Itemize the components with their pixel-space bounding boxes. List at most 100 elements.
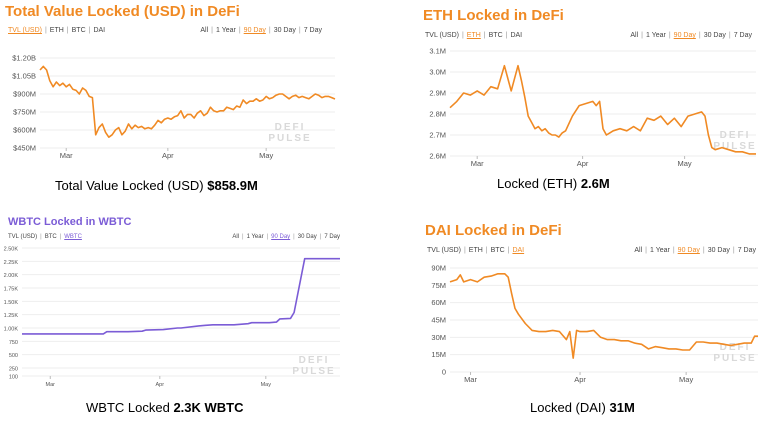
tab-separator: | — [463, 247, 466, 254]
caption: Locked (ETH) 2.6M — [497, 176, 610, 191]
tab-separator: | — [211, 27, 213, 34]
tab-90-day[interactable]: 90 Day — [673, 32, 696, 39]
tab-dai[interactable]: DAI — [512, 247, 525, 254]
tab-dai[interactable]: DAI — [510, 32, 523, 39]
tab-tvl-usd[interactable]: TVL (USD) — [427, 247, 461, 254]
watermark-text: PULSE — [713, 141, 756, 152]
tabs-range: All | 1 Year | 90 Day | 30 Day | 7 Day — [580, 247, 756, 254]
caption-label: Total Value Locked (USD) — [55, 178, 204, 193]
tab-wbtc[interactable]: WBTC — [64, 234, 82, 240]
x-tick-label: Apr — [162, 151, 174, 160]
caption: WBTC Locked 2.3K WBTC — [86, 400, 244, 415]
chart-title: ETH Locked in DeFi — [423, 7, 564, 24]
tab-separator: | — [728, 32, 731, 39]
y-tick-label: 2.7M — [429, 131, 446, 140]
tab-30-day[interactable]: 30 Day — [703, 32, 726, 39]
tab-90-day[interactable]: 90 Day — [677, 247, 700, 254]
tab-separator: | — [485, 247, 488, 254]
tab-separator: | — [483, 32, 486, 39]
y-tick-label: 250 — [9, 367, 18, 373]
tab-separator: | — [238, 27, 241, 34]
chart-2: 100 250 500 750 1.00K 1.25K 1.50K 1.75K 2.00K 2.2… — [4, 247, 340, 388]
tab-separator: | — [698, 32, 701, 39]
tab-7-day[interactable]: 7 Day — [737, 247, 756, 254]
tab-separator: | — [672, 247, 675, 254]
y-tick-label: 1.00K — [4, 327, 19, 333]
tab-all[interactable]: All — [630, 32, 639, 39]
tab-eth[interactable]: ETH — [468, 247, 483, 254]
caption-label: Locked (ETH) — [497, 176, 578, 191]
tab-all[interactable]: All — [634, 247, 643, 254]
tab-btc[interactable]: BTC — [71, 27, 86, 34]
caption-label: WBTC Locked — [86, 400, 170, 415]
tab-all[interactable]: All — [200, 27, 209, 34]
y-tick-label: 100 — [9, 375, 18, 381]
y-tick-label: 0 — [442, 368, 446, 377]
y-tick-label: 750 — [9, 340, 18, 346]
tab-tvl-usd[interactable]: TVL (USD) — [425, 32, 459, 39]
tab-separator: | — [645, 247, 647, 254]
x-tick-label: Apr — [156, 382, 165, 388]
tab-30-day[interactable]: 30 Day — [273, 27, 296, 34]
tab-btc[interactable]: BTC — [490, 247, 505, 254]
y-tick-label: 3.0M — [429, 68, 446, 77]
tabs-left: TVL (USD) | ETH | BTC | DAI — [8, 27, 105, 34]
tab-30-day[interactable]: 30 Day — [297, 234, 317, 240]
tabs-left: TVL (USD) | ETH | BTC | DAI — [425, 32, 522, 39]
y-tick-label: $1.05B — [12, 72, 36, 81]
tab-separator: | — [88, 27, 91, 34]
tab-30-day[interactable]: 30 Day — [707, 247, 730, 254]
y-tick-label: 2.6M — [429, 152, 446, 161]
tab-separator: | — [668, 32, 671, 39]
y-tick-label: 2.9M — [429, 89, 446, 98]
x-tick-label: Apr — [577, 159, 589, 168]
tab-tvl-usd[interactable]: TVL (USD) — [8, 234, 38, 240]
tab-separator: | — [319, 234, 322, 240]
tabs-left: TVL (USD) | ETH | BTC | DAI — [427, 247, 524, 254]
tab-1-year[interactable]: 1 Year — [215, 27, 236, 34]
tab-separator: | — [268, 27, 271, 34]
tab-separator: | — [266, 234, 269, 240]
x-tick-label: May — [678, 159, 692, 168]
tab-eth[interactable]: ETH — [49, 27, 64, 34]
tab-1-year[interactable]: 1 Year — [645, 32, 666, 39]
caption-value: 2.6M — [580, 176, 610, 191]
tab-btc[interactable]: BTC — [488, 32, 503, 39]
tab-1-year[interactable]: 1 Year — [246, 234, 264, 240]
watermark-text: PULSE — [713, 353, 756, 364]
tab-tvl-usd[interactable]: TVL (USD) — [8, 27, 42, 34]
y-tick-label: $600M — [13, 126, 36, 135]
tab-90-day[interactable]: 90 Day — [243, 27, 266, 34]
chart-title: WBTC Locked in WBTC — [8, 216, 132, 228]
watermark-text: DEFI — [275, 122, 306, 133]
x-tick-label: Mar — [46, 382, 56, 388]
tab-dai[interactable]: DAI — [93, 27, 106, 34]
tab-separator: | — [242, 234, 244, 240]
x-tick-label: May — [259, 151, 273, 160]
y-tick-label: $1.20B — [12, 54, 36, 63]
y-tick-label: 15M — [431, 350, 446, 359]
chart-1: 2.6M 2.7M 2.8M 2.9M 3.0M 3.1M Mar Apr May DEFIPUL… — [429, 47, 756, 168]
y-tick-label: $900M — [13, 90, 36, 99]
caption-value: 31M — [609, 400, 635, 415]
tabs-range: All | 1 Year | 90 Day | 30 Day | 7 Day — [150, 27, 322, 34]
y-tick-label: 60M — [431, 298, 446, 307]
y-tick-label: 1.50K — [4, 300, 19, 306]
chart-title: Total Value Locked (USD) in DeFi — [5, 3, 240, 20]
tab-1-year[interactable]: 1 Year — [649, 247, 670, 254]
tab-all[interactable]: All — [232, 234, 239, 240]
y-tick-label: 2.8M — [429, 110, 446, 119]
tab-7-day[interactable]: 7 Day — [733, 32, 752, 39]
tab-eth[interactable]: ETH — [466, 32, 481, 39]
y-tick-label: 1.75K — [4, 287, 19, 293]
y-tick-label: 3.1M — [429, 47, 446, 56]
y-tick-label: 1.25K — [4, 313, 19, 319]
tab-btc[interactable]: BTC — [44, 234, 57, 240]
tab-7-day[interactable]: 7 Day — [303, 27, 322, 34]
y-tick-label: 2.00K — [4, 273, 19, 279]
tab-7-day[interactable]: 7 Day — [324, 234, 340, 240]
y-tick-label: 90M — [431, 264, 446, 273]
caption: Total Value Locked (USD) $858.9M — [55, 178, 258, 193]
tab-90-day[interactable]: 90 Day — [271, 234, 291, 240]
